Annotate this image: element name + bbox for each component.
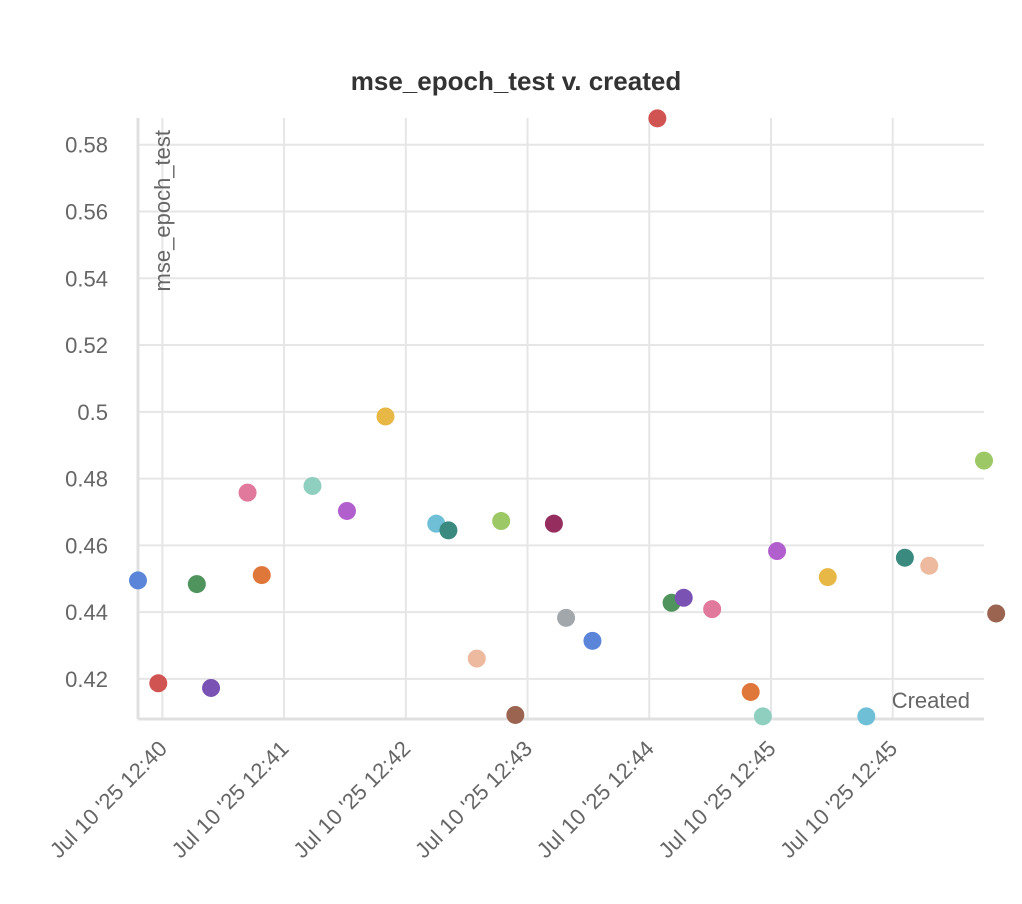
data-point — [857, 707, 876, 726]
data-point — [987, 604, 1006, 623]
data-point — [337, 501, 356, 520]
data-point — [557, 608, 576, 627]
x-gridlines — [161, 118, 894, 719]
data-point — [252, 566, 271, 585]
data-point — [920, 556, 939, 575]
data-point — [439, 521, 458, 540]
data-point — [741, 682, 760, 701]
chart-title: mse_epoch_test v. created — [351, 66, 681, 96]
data-point — [492, 512, 511, 531]
y-tick-labels: 0.42 0.44 0.46 0.48 0.5 0.52 0.54 0.56 0.58 — [65, 133, 108, 692]
y-tick-label: 0.58 — [65, 133, 108, 158]
data-points — [129, 109, 1006, 726]
data-point — [703, 600, 722, 619]
data-point — [506, 705, 525, 724]
data-point — [753, 707, 772, 726]
x-tick-label: Jul 10 '25 12:44 — [532, 736, 659, 863]
x-tick-label: Jul 10 '25 12:43 — [410, 736, 537, 863]
x-tick-label: Jul 10 '25 12:42 — [288, 736, 415, 863]
data-point — [768, 542, 787, 561]
x-tick-label: Jul 10 '25 12:40 — [45, 736, 172, 863]
y-tick-label: 0.44 — [65, 600, 108, 625]
y-tick-label: 0.54 — [65, 266, 108, 291]
y-tick-label: 0.42 — [65, 667, 108, 692]
data-point — [149, 674, 168, 693]
x-tick-label: Jul 10 '25 12:41 — [167, 736, 294, 863]
data-point — [583, 631, 602, 650]
x-tick-label: Jul 10 '25 12:45 — [775, 736, 902, 863]
y-tick-label: 0.46 — [65, 533, 108, 558]
x-tick-label: Jul 10 '25 12:45 — [653, 736, 780, 863]
data-point — [376, 407, 395, 426]
data-point — [238, 483, 257, 502]
data-point — [129, 571, 147, 590]
y-tick-label: 0.56 — [65, 199, 108, 224]
y-tick-label: 0.5 — [77, 400, 108, 425]
data-point — [895, 548, 914, 567]
y-axis-label: mse_epoch_test — [150, 130, 175, 291]
axes — [136, 118, 984, 721]
y-tick-label: 0.52 — [65, 333, 108, 358]
y-tick-label: 0.48 — [65, 467, 108, 492]
data-point — [202, 678, 221, 697]
data-point — [674, 588, 693, 607]
y-gridlines — [138, 143, 984, 680]
data-point — [544, 514, 563, 533]
data-point — [303, 476, 322, 495]
data-point — [648, 109, 667, 128]
data-point — [467, 649, 486, 668]
x-axis-label: Created — [892, 688, 970, 713]
data-point — [187, 575, 206, 594]
data-point — [975, 451, 993, 470]
data-point — [818, 568, 837, 587]
